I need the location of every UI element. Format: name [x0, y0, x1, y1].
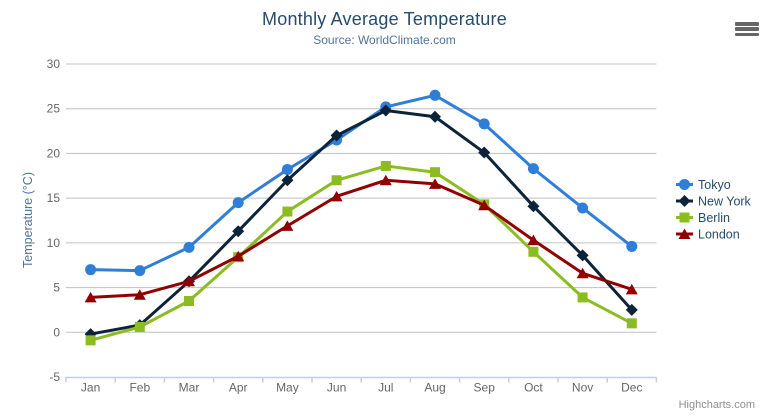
legend-marker-square-icon — [679, 212, 690, 223]
x-tick-label: Feb — [129, 381, 150, 395]
data-point-tokyo[interactable] — [429, 89, 441, 101]
series-tokyo — [85, 89, 638, 277]
series-london — [84, 174, 638, 303]
series-line-new-york — [89, 109, 634, 336]
data-point-london[interactable] — [379, 174, 392, 186]
data-point-berlin[interactable] — [331, 175, 342, 186]
legend: Tokyo New York Berlin London — [676, 178, 752, 242]
data-point-tokyo[interactable] — [134, 265, 146, 277]
y-tick-label: 20 — [47, 146, 61, 160]
y-tick-label: 0 — [53, 325, 60, 339]
x-tick-label: Jul — [378, 381, 393, 395]
x-tick-label: Dec — [621, 381, 642, 395]
legend-marker-circle-icon — [679, 179, 690, 190]
data-point-new-york[interactable] — [429, 110, 441, 123]
x-tick-label: Jun — [327, 381, 346, 395]
data-point-berlin[interactable] — [528, 246, 539, 257]
y-tick-label: -5 — [49, 370, 60, 384]
data-point-new-york[interactable] — [478, 146, 491, 159]
data-point-tokyo[interactable] — [577, 202, 589, 214]
y-tick-label: 5 — [53, 281, 60, 295]
data-point-new-york[interactable] — [379, 104, 392, 117]
legend-item-london[interactable]: London — [676, 228, 740, 242]
data-point-london[interactable] — [527, 234, 540, 246]
x-tick-label: May — [276, 381, 299, 395]
series-new-york — [84, 104, 638, 341]
data-point-new-york[interactable] — [281, 174, 294, 187]
highcharts-credits-link[interactable]: Highcharts.com — [678, 399, 755, 411]
data-point-berlin[interactable] — [184, 295, 194, 306]
series-line-berlin — [89, 164, 634, 342]
data-point-london[interactable] — [429, 178, 441, 189]
legend-item-label: New York — [698, 195, 752, 209]
x-tick-label: Jan — [81, 381, 100, 395]
data-point-new-york[interactable] — [330, 129, 343, 142]
data-point-london[interactable] — [232, 250, 245, 262]
x-tick-label: Nov — [572, 381, 593, 395]
chart-title: Monthly Average Temperature — [262, 9, 507, 29]
data-point-berlin[interactable] — [577, 292, 588, 303]
data-point-new-york[interactable] — [625, 303, 638, 316]
data-point-new-york[interactable] — [576, 249, 589, 262]
data-point-tokyo[interactable] — [281, 164, 293, 176]
x-tick-label: Sep — [474, 381, 496, 395]
data-point-tokyo[interactable] — [626, 240, 638, 252]
legend-item-label: Berlin — [698, 211, 730, 225]
data-point-berlin[interactable] — [282, 206, 293, 217]
legend-item-new-york[interactable]: New York — [676, 195, 752, 209]
data-point-london[interactable] — [133, 289, 146, 300]
legend-marker-diamond-icon — [678, 195, 691, 207]
data-point-london[interactable] — [478, 199, 491, 211]
chart-subtitle: Source: WorldClimate.com — [313, 33, 456, 47]
data-point-london[interactable] — [330, 190, 343, 202]
x-tick-label: Apr — [229, 381, 248, 395]
x-tick-label: Oct — [524, 381, 543, 395]
data-point-tokyo[interactable] — [85, 264, 97, 276]
data-point-london[interactable] — [183, 275, 195, 287]
data-point-new-york[interactable] — [527, 200, 540, 213]
y-tick-label: 10 — [47, 236, 61, 250]
hamburger-icon — [735, 22, 759, 37]
y-tick-label: 25 — [47, 102, 61, 116]
y-axis-labels: -5 0 5 10 15 20 25 30 — [47, 57, 61, 384]
data-point-london[interactable] — [84, 291, 97, 303]
legend-item-label: Tokyo — [698, 178, 731, 192]
x-axis-ticks — [65, 377, 658, 383]
data-point-london[interactable] — [576, 267, 589, 279]
x-axis-labels: Jan Feb Mar Apr May Jun Jul Aug Sep Oct Nov Dec — [81, 381, 643, 395]
data-point-tokyo[interactable] — [183, 241, 195, 253]
data-point-berlin[interactable] — [134, 321, 145, 332]
legend-item-berlin[interactable]: Berlin — [676, 211, 730, 225]
x-tick-label: Mar — [179, 381, 200, 395]
series-line-london — [89, 178, 634, 299]
data-point-berlin[interactable] — [626, 318, 637, 329]
legend-item-tokyo[interactable]: Tokyo — [676, 178, 731, 192]
data-point-london[interactable] — [625, 283, 638, 295]
legend-item-label: London — [698, 228, 740, 242]
data-point-berlin[interactable] — [430, 167, 440, 178]
y-tick-label: 30 — [47, 57, 61, 71]
y-tick-label: 15 — [47, 191, 61, 205]
x-tick-label: Aug — [424, 381, 445, 395]
data-point-london[interactable] — [281, 220, 294, 231]
data-point-berlin[interactable] — [85, 335, 96, 346]
data-point-tokyo[interactable] — [478, 118, 490, 130]
data-point-tokyo[interactable] — [232, 197, 244, 209]
legend-marker-triangle-icon — [678, 228, 691, 239]
y-axis-title: Temperature (°C) — [21, 172, 35, 268]
data-point-berlin[interactable] — [380, 160, 391, 171]
data-point-new-york[interactable] — [232, 225, 245, 238]
export-menu-button[interactable] — [733, 20, 761, 40]
data-point-tokyo[interactable] — [527, 163, 539, 175]
